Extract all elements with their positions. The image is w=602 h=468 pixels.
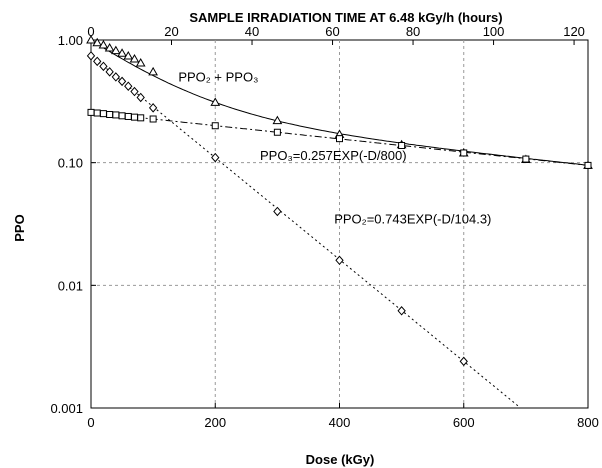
diamond-point bbox=[93, 56, 102, 67]
diamond-point bbox=[99, 61, 108, 72]
square-point bbox=[106, 110, 114, 118]
y-tick-label: 1.00 bbox=[58, 33, 83, 48]
x-tick-label: 0 bbox=[87, 415, 94, 430]
x2-tick-label: 40 bbox=[245, 24, 259, 39]
marker-layer bbox=[86, 34, 593, 367]
x2-tick-label: 20 bbox=[164, 24, 178, 39]
x-tick-label: 400 bbox=[329, 415, 351, 430]
square-point bbox=[118, 112, 126, 120]
square-point bbox=[211, 122, 219, 130]
square-point bbox=[87, 108, 95, 116]
y-tick-label: 0.001 bbox=[50, 401, 83, 416]
square-point bbox=[460, 149, 468, 157]
triangle-point bbox=[135, 57, 146, 67]
diamond-point bbox=[148, 103, 158, 113]
annotation-ppo-total: PPO₂ + PPO₃ bbox=[178, 69, 258, 84]
x2-tick-label: 80 bbox=[406, 24, 420, 39]
x-tick-label: 800 bbox=[577, 415, 599, 430]
x2-tick-label: 60 bbox=[325, 24, 339, 39]
diamond-point bbox=[136, 92, 145, 103]
y-axis-label: PPO bbox=[12, 214, 27, 241]
x2-tick-label: 0 bbox=[87, 24, 94, 39]
triangle-point bbox=[148, 66, 158, 76]
ppo3-fit-line bbox=[90, 111, 589, 166]
square-point bbox=[336, 135, 343, 143]
triangle-point bbox=[92, 37, 103, 47]
tick-layer: 0 200 400 600 800 0 20 40 60 80 100 120 0.001 0.01 0.1… bbox=[50, 24, 598, 430]
square-point bbox=[522, 155, 530, 163]
diamond-point bbox=[117, 76, 127, 87]
triangle-point bbox=[272, 115, 283, 125]
annotation-ppo3-fit: PPO₃=0.257EXP(-D/800) bbox=[260, 148, 407, 163]
annotation-layer: PPO₂ + PPO₃ PPO₃=0.257EXP(-D/800) PPO₂=0.7… bbox=[178, 69, 491, 226]
square-point bbox=[398, 142, 406, 150]
diamond-point bbox=[86, 51, 96, 61]
triangle-point bbox=[210, 97, 221, 106]
triangle-point bbox=[98, 40, 109, 49]
square-point bbox=[273, 128, 281, 136]
diamond-point bbox=[111, 72, 121, 82]
diamond-point bbox=[335, 255, 344, 266]
x-axis-label: Dose (kGy) bbox=[306, 452, 375, 467]
square-point bbox=[112, 111, 120, 119]
square-point bbox=[130, 113, 138, 121]
triangle-point bbox=[123, 51, 134, 60]
diamond-point bbox=[130, 86, 139, 97]
y-tick-label: 0.01 bbox=[58, 278, 83, 293]
square-point bbox=[137, 114, 145, 122]
diamond-point bbox=[105, 67, 114, 77]
ppo2-fit-line bbox=[90, 55, 519, 407]
triangle-point bbox=[117, 48, 127, 57]
x-tick-label: 600 bbox=[453, 415, 475, 430]
diamond-point bbox=[397, 306, 406, 316]
diamond-point bbox=[211, 152, 220, 163]
diamond-point bbox=[273, 206, 282, 217]
x-tick-label: 200 bbox=[204, 415, 226, 430]
x2-tick-label: 120 bbox=[563, 24, 585, 39]
triangle-point bbox=[104, 43, 115, 52]
diamond-point bbox=[459, 356, 468, 367]
triangle-point bbox=[86, 34, 96, 44]
y-tick-label: 0.10 bbox=[58, 156, 83, 171]
chart-title: SAMPLE IRRADIATION TIME AT 6.48 kGy/h (h… bbox=[189, 10, 502, 25]
square-point bbox=[584, 161, 592, 169]
triangle-point bbox=[110, 45, 121, 55]
annotation-ppo2-fit: PPO₂=0.743EXP(-D/104.3) bbox=[334, 211, 491, 226]
diamond-point bbox=[124, 81, 133, 91]
x2-tick-label: 100 bbox=[483, 24, 505, 39]
square-point bbox=[124, 112, 132, 120]
square-point bbox=[93, 109, 101, 117]
square-point bbox=[149, 115, 157, 123]
triangle-point bbox=[129, 53, 140, 63]
square-point bbox=[99, 110, 107, 118]
